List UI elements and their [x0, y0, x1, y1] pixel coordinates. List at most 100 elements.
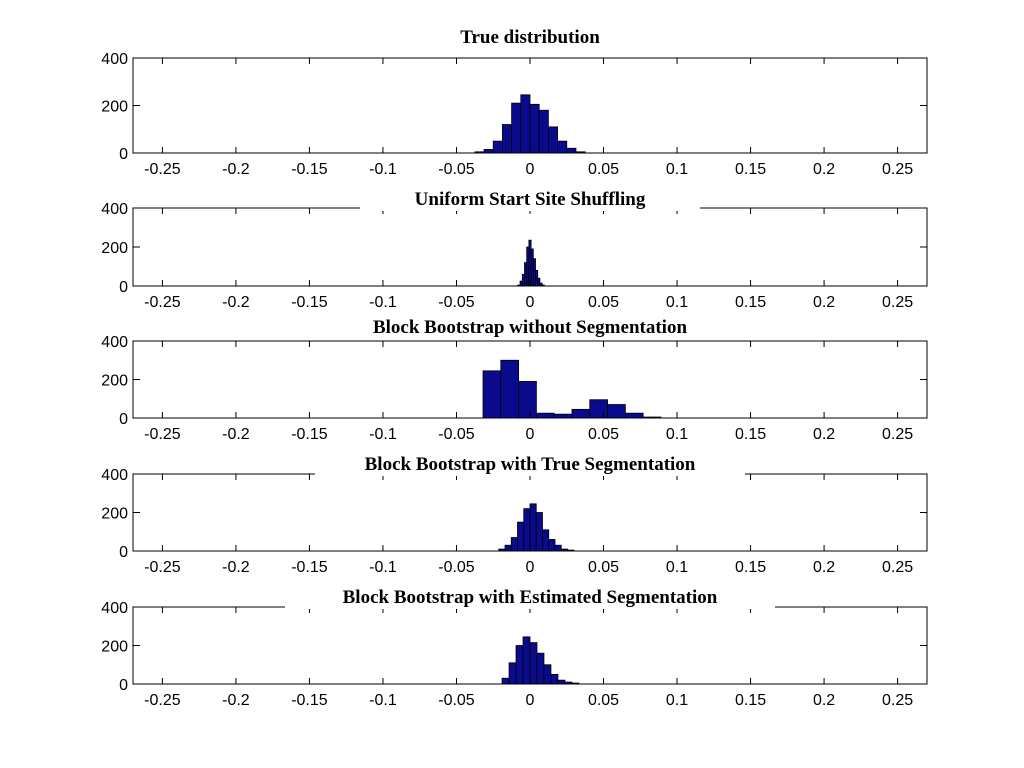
- y-tick-label: 0: [119, 544, 128, 561]
- x-tick-label: 0.1: [666, 426, 688, 443]
- y-tick-label: 400: [101, 334, 128, 351]
- x-tick-label: 0.15: [735, 294, 766, 311]
- x-tick-label: 0: [526, 294, 535, 311]
- histogram-bar: [548, 539, 556, 552]
- histogram-bar: [517, 521, 525, 552]
- panel-title: Block Bootstrap without Segmentation: [373, 317, 687, 338]
- x-tick-label: 0.1: [666, 294, 688, 311]
- x-tick-label: -0.05: [438, 161, 475, 178]
- histogram-bar: [508, 662, 517, 685]
- y-tick-label: 400: [101, 600, 128, 617]
- title-backing: [315, 450, 745, 476]
- histogram-bar: [522, 636, 531, 685]
- y-tick-label: 400: [101, 201, 128, 218]
- x-tick-label: -0.15: [291, 692, 328, 709]
- histogram-bar: [538, 109, 549, 154]
- x-tick-label: 0: [526, 426, 535, 443]
- x-tick-label: -0.15: [291, 161, 328, 178]
- y-tick-label: 200: [101, 506, 128, 523]
- histogram-bar: [504, 544, 512, 552]
- histogram-bar: [536, 652, 545, 685]
- x-tick-label: -0.05: [438, 426, 475, 443]
- x-tick-label: 0.2: [813, 692, 835, 709]
- x-tick-label: 0: [526, 559, 535, 576]
- histogram-bar: [554, 544, 562, 552]
- histogram-bar: [482, 370, 502, 419]
- x-tick-label: 0.25: [882, 426, 913, 443]
- y-tick-label: 0: [119, 411, 128, 428]
- y-tick-label: 400: [101, 467, 128, 484]
- histogram-bar: [537, 277, 541, 287]
- x-tick-label: 0.1: [666, 559, 688, 576]
- y-tick-label: 200: [101, 639, 128, 656]
- histogram-panel-1: -0.25 -0.2 -0.15 -0.1 -0.05 0 0.05 0.1 0.15 0.2 0.…: [101, 27, 928, 178]
- x-tick-label: -0.25: [144, 559, 181, 576]
- x-tick-label: 0.05: [588, 426, 619, 443]
- x-tick-label: -0.25: [144, 692, 181, 709]
- histogram-bar: [575, 151, 586, 154]
- histogram-bar: [624, 412, 644, 419]
- histogram-bar: [501, 677, 510, 685]
- x-tick-label: 0.15: [735, 161, 766, 178]
- x-tick-label: 0.2: [813, 559, 835, 576]
- x-tick-label: -0.2: [222, 161, 250, 178]
- x-tick-label: -0.1: [369, 559, 397, 576]
- histogram-bar: [550, 673, 559, 685]
- x-tick-label: -0.25: [144, 426, 181, 443]
- title-backing: [285, 583, 775, 609]
- x-tick-label: -0.2: [222, 692, 250, 709]
- x-tick-label: -0.05: [438, 294, 475, 311]
- x-tick-label: -0.2: [222, 559, 250, 576]
- panel-title: True distribution: [460, 27, 600, 48]
- histogram-bar: [529, 503, 537, 552]
- histogram-bar: [492, 140, 503, 154]
- x-tick-label: 0.15: [735, 559, 766, 576]
- histogram-panel-2: -0.25 -0.2 -0.15 -0.1 -0.05 0 0.05 0.1 0.15 0.2 0.…: [101, 185, 928, 311]
- histogram-bar: [539, 282, 543, 287]
- histogram-bar: [510, 537, 518, 552]
- histogram-bar: [515, 645, 524, 685]
- histogram-bar: [535, 512, 543, 552]
- histogram-bar: [502, 124, 513, 154]
- histogram-bar: [560, 548, 568, 552]
- panel-title: Block Bootstrap with Estimated Segmentat…: [343, 587, 718, 608]
- histogram-bar: [589, 399, 608, 419]
- x-tick-label: -0.1: [369, 692, 397, 709]
- x-tick-label: -0.1: [369, 161, 397, 178]
- y-tick-label: 200: [101, 373, 128, 390]
- histogram-bar: [557, 679, 566, 685]
- x-tick-label: 0.2: [813, 161, 835, 178]
- title-backing: [300, 313, 760, 339]
- x-tick-label: 0.15: [735, 692, 766, 709]
- panel-title: Uniform Start Site Shuffling: [415, 189, 646, 210]
- x-tick-label: -0.25: [144, 294, 181, 311]
- histogram-bar: [567, 549, 575, 552]
- histogram-bar: [474, 151, 485, 154]
- histogram-panel-4: -0.25 -0.2 -0.15 -0.1 -0.05 0 0.05 0.1 0.15 0.2 0.…: [101, 450, 928, 576]
- x-tick-label: -0.2: [222, 426, 250, 443]
- x-tick-label: -0.15: [291, 559, 328, 576]
- x-tick-label: 0.2: [813, 426, 835, 443]
- y-tick-label: 200: [101, 240, 128, 257]
- histogram-panel-3: -0.25 -0.2 -0.15 -0.1 -0.05 0 0.05 0.1 0.15 0.2 0.…: [101, 313, 928, 443]
- histogram-bar: [557, 140, 568, 154]
- histogram-panel-5: -0.25 -0.2 -0.15 -0.1 -0.05 0 0.05 0.1 0.15 0.2 0.…: [101, 583, 928, 709]
- histogram-bar: [523, 508, 531, 552]
- x-tick-label: 0.15: [735, 426, 766, 443]
- histogram-bar: [529, 642, 538, 685]
- x-tick-label: 0.05: [588, 559, 619, 576]
- x-tick-label: -0.15: [291, 426, 328, 443]
- y-tick-label: 0: [119, 146, 128, 163]
- histogram-bar: [564, 681, 573, 685]
- histogram-bar: [500, 359, 520, 419]
- histogram-bar: [520, 94, 531, 154]
- histogram-bar: [518, 381, 537, 419]
- y-tick-label: 400: [101, 51, 128, 68]
- histogram-bar: [498, 548, 506, 552]
- histogram-bar: [607, 404, 626, 419]
- x-tick-label: 0.1: [666, 692, 688, 709]
- histogram-bar: [642, 416, 662, 419]
- x-tick-label: 0: [526, 161, 535, 178]
- y-tick-label: 200: [101, 99, 128, 116]
- histogram-bar: [571, 682, 580, 685]
